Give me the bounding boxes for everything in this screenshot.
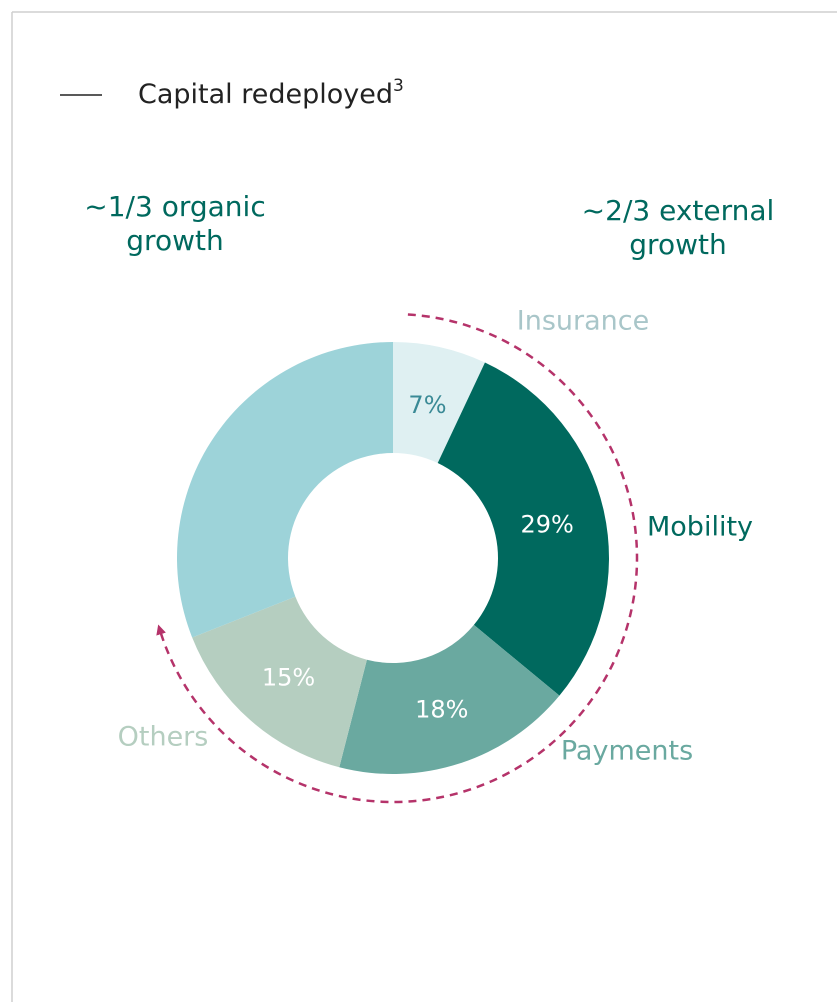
annotation: growth bbox=[629, 228, 726, 261]
annotation: growth bbox=[126, 224, 223, 257]
category-label: Mobility bbox=[647, 512, 753, 543]
annotation: ~2/3 external bbox=[582, 194, 775, 227]
donut-segment bbox=[339, 624, 560, 774]
chart-title: Capital redeployed3 bbox=[138, 76, 404, 110]
category-label: Others bbox=[118, 722, 209, 753]
data-label: 15% bbox=[262, 664, 315, 692]
category-label: Payments bbox=[561, 736, 693, 767]
annotation: ~1/3 organic bbox=[84, 190, 265, 223]
dashed-arc bbox=[156, 313, 639, 804]
category-label: Insurance bbox=[517, 306, 649, 337]
donut-segment bbox=[437, 362, 609, 696]
donut-segment bbox=[192, 596, 367, 768]
donut-segment bbox=[177, 342, 393, 638]
data-label: 7% bbox=[408, 391, 446, 419]
donut-segment bbox=[393, 342, 485, 463]
data-label: 18% bbox=[415, 695, 468, 723]
data-label: 29% bbox=[521, 511, 574, 539]
title-note: 3 bbox=[393, 76, 404, 96]
title-text: Capital redeployed bbox=[138, 79, 393, 110]
